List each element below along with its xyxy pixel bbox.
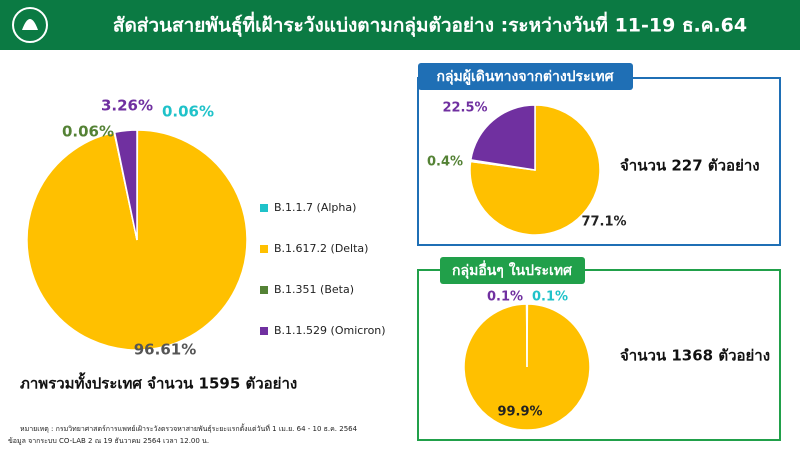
footnote: ข้อมูล จากระบบ CO-LAB 2 ณ 19 ธันวาคม 256… (8, 437, 209, 445)
legend-label: B.1.1.7 (Alpha) (274, 201, 356, 214)
value-label: 0.1% (487, 290, 523, 305)
legend-swatch (260, 327, 268, 335)
value-label: 77.1% (581, 215, 626, 230)
value-label: 0.1% (532, 290, 568, 305)
panel-tab (440, 257, 585, 284)
pie-slice (113, 129, 138, 241)
legend-label: B.1.351 (Beta) (274, 283, 354, 296)
page-title: สัดส่วนสายพันธุ์ที่เฝ้าระวังแบ่งตามกลุ่ม… (113, 12, 747, 38)
chart-caption: จำนวน 1368 ตัวอย่าง (620, 347, 770, 365)
value-label: 0.06% (162, 103, 214, 121)
panel-title: กลุ่มอื่นๆ ในประเทศ (452, 260, 573, 279)
legend-label: B.1.1.529 (Omicron) (274, 324, 386, 337)
legend-swatch (260, 245, 268, 253)
value-label: 96.61% (134, 341, 196, 359)
legend-swatch (260, 204, 268, 212)
header-bar (0, 0, 800, 50)
value-label: 22.5% (442, 101, 487, 116)
legend-label: B.1.617.2 (Delta) (274, 242, 368, 255)
chart-caption: ภาพรวมทั้งประเทศ จำนวน 1595 ตัวอย่าง (20, 372, 297, 393)
panel-title: กลุ่มผู้เดินทางจากต่างประเทศ (436, 69, 614, 85)
value-label: 3.26% (101, 97, 153, 115)
logo (12, 7, 48, 43)
legend-swatch (260, 286, 268, 294)
logo-mark (22, 19, 38, 30)
value-label: 0.4% (427, 155, 463, 170)
footnote: หมายเหตุ : กรมวิทยาศาสตร์การแพทย์เฝ้าระว… (20, 422, 358, 433)
value-label: 0.06% (62, 123, 114, 141)
panel-border (417, 269, 781, 441)
pie-slice (469, 104, 536, 171)
panel-tab (418, 63, 633, 90)
value-label: 99.9% (497, 405, 542, 420)
chart-caption: จำนวน 227 ตัวอย่าง (620, 157, 760, 175)
